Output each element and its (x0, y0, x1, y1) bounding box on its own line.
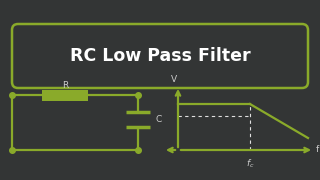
Text: f: f (316, 145, 319, 154)
Text: V: V (171, 75, 177, 84)
Text: RC Low Pass Filter: RC Low Pass Filter (70, 47, 250, 65)
Text: C: C (155, 115, 161, 124)
Text: R: R (62, 81, 68, 90)
FancyBboxPatch shape (12, 24, 308, 88)
Bar (42, 89, 88, 100)
Text: $f_c$: $f_c$ (246, 158, 254, 170)
